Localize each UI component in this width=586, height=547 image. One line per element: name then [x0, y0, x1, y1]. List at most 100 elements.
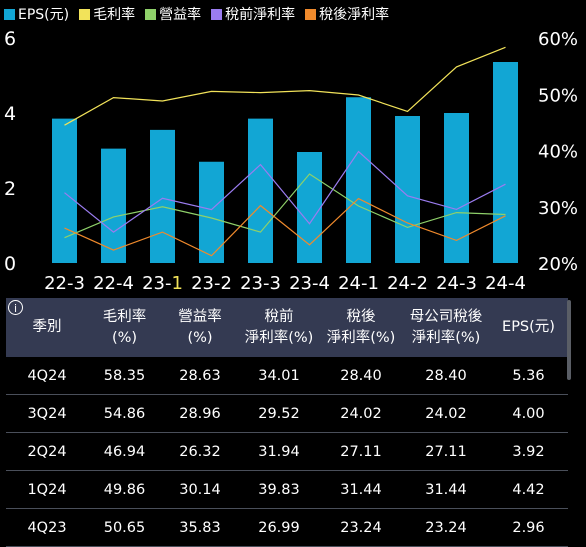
legend-swatch-icon — [79, 8, 91, 20]
cell-pretax-margin: 29.52 — [258, 405, 300, 422]
legend-label: 稅前淨利率 — [225, 7, 296, 23]
x-tick-label: 22-4 — [93, 273, 134, 294]
cell-quarter: 3Q24 — [27, 405, 67, 422]
legend-swatch-icon — [4, 8, 15, 20]
cell-eps: 3.92 — [512, 443, 545, 460]
legend-item-aftertax-margin[interactable]: 稅後淨利率 — [305, 4, 389, 24]
legend-label: 稅後淨利率 — [319, 7, 390, 23]
cell-quarter: 4Q23 — [27, 519, 67, 536]
header-line2: 淨利率(%) — [326, 329, 396, 346]
cell-operating-margin: 28.96 — [179, 405, 221, 422]
table-scrollbar[interactable] — [567, 300, 571, 380]
cell-operating-margin: 35.83 — [179, 519, 221, 536]
legend-label: 毛利率 — [93, 7, 136, 23]
cell-aftertax-margin: 24.02 — [340, 405, 382, 422]
x-tick-label: 23-2 — [191, 273, 232, 294]
header-line1: EPS(元) — [502, 319, 555, 335]
cell-parent-aftertax-margin: 28.40 — [425, 367, 467, 384]
eps-bar — [150, 129, 175, 263]
header-operating-margin[interactable]: 營益率 (%) — [161, 298, 239, 357]
y-right-tick-label: 30% — [538, 198, 578, 219]
cell-eps: 4.42 — [512, 481, 545, 498]
cell-eps: 2.96 — [512, 519, 545, 536]
header-line1: 毛利率 — [102, 308, 147, 325]
x-tick-label: 23-4 — [289, 273, 330, 294]
chart-legend: EPS(元) 毛利率 營益率 稅前淨利率 稅後淨利率 — [4, 4, 399, 24]
header-line1: 稅前 — [264, 308, 294, 325]
cell-aftertax-margin: 27.11 — [340, 443, 382, 460]
y-right-tick-label: 50% — [538, 85, 578, 106]
x-tick-label: 24-2 — [387, 273, 428, 294]
header-quarter[interactable]: 季別 — [6, 298, 88, 357]
series-line — [64, 150, 506, 233]
cell-pretax-margin: 34.01 — [258, 367, 300, 384]
table-header: i 季別 毛利率 (%) 營益率 (%) 稅前 淨利率(%) 稅後 淨利率(%) 母公司… — [6, 298, 568, 357]
y-left-tick-label: 6 — [4, 28, 16, 50]
cell-eps: 4.00 — [512, 405, 545, 422]
cell-parent-aftertax-margin: 24.02 — [425, 405, 467, 422]
eps-bar — [101, 148, 126, 263]
legend-item-gross-margin[interactable]: 毛利率 — [79, 4, 135, 24]
series-line — [64, 173, 506, 239]
legend-item-pretax-margin[interactable]: 稅前淨利率 — [211, 4, 295, 24]
cell-quarter: 4Q24 — [27, 367, 67, 384]
legend-swatch-icon — [305, 8, 317, 20]
header-eps[interactable]: EPS(元) — [489, 298, 568, 357]
legend-swatch-icon — [211, 8, 223, 20]
cell-eps: 5.36 — [512, 367, 545, 384]
eps-bar — [199, 161, 224, 263]
cell-gross-margin: 54.86 — [103, 405, 146, 422]
eps-bar — [493, 62, 518, 263]
cell-aftertax-margin: 31.44 — [340, 481, 382, 498]
header-aftertax-margin[interactable]: 稅後 淨利率(%) — [319, 298, 403, 357]
info-icon[interactable]: i — [8, 300, 23, 315]
eps-bar — [52, 118, 77, 263]
y-left-tick-label: 2 — [4, 178, 16, 200]
y-right-tick-label: 20% — [538, 254, 578, 275]
eps-bar — [395, 116, 420, 263]
header-line1: 母公司稅後 — [409, 308, 483, 325]
header-gross-margin[interactable]: 毛利率 (%) — [88, 298, 161, 357]
eps-bar — [346, 97, 371, 263]
cell-gross-margin: 58.35 — [103, 367, 146, 384]
cell-pretax-margin: 31.94 — [258, 443, 300, 460]
cell-quarter: 2Q24 — [27, 443, 67, 460]
table-row[interactable]: 1Q24 49.86 30.14 39.83 31.44 31.44 4.42 — [6, 471, 568, 509]
cell-aftertax-margin: 23.24 — [340, 519, 382, 536]
legend-item-operating-margin[interactable]: 營益率 — [145, 4, 201, 24]
cell-parent-aftertax-margin: 27.11 — [425, 443, 467, 460]
legend-swatch-icon — [145, 8, 157, 20]
cell-operating-margin: 28.63 — [179, 367, 221, 384]
series-line — [64, 197, 506, 257]
header-line2: 淨利率(%) — [411, 329, 481, 346]
y-right-tick-label: 60% — [538, 29, 578, 50]
cell-parent-aftertax-margin: 31.44 — [425, 481, 467, 498]
header-line2: (%) — [187, 329, 213, 346]
eps-margin-chart: 0 2 4 6 20% 30% 40% 50% 60% 22-3 22-4 23-1 23-2 23-3 2… — [4, 28, 578, 294]
cell-aftertax-margin: 28.40 — [340, 367, 382, 384]
cell-quarter: 1Q24 — [27, 481, 67, 498]
header-parent-aftertax-margin[interactable]: 母公司稅後淨利率(%) — [403, 298, 489, 357]
x-tick-label: 22-3 — [44, 273, 85, 294]
legend-item-eps[interactable]: EPS(元) — [4, 4, 69, 24]
y-right-tick-label: 40% — [538, 142, 578, 163]
x-tick-label: 23-3 — [240, 273, 281, 294]
cell-parent-aftertax-margin: 23.24 — [425, 519, 467, 536]
header-pretax-margin[interactable]: 稅前 淨利率(%) — [239, 298, 319, 357]
y-left-tick-label: 0 — [4, 253, 16, 275]
cell-pretax-margin: 39.83 — [258, 481, 300, 498]
cell-gross-margin: 50.65 — [103, 519, 146, 536]
header-line2: (%) — [111, 329, 138, 346]
x-tick-label: 24-1 — [338, 273, 379, 294]
legend-label: EPS(元) — [18, 7, 70, 23]
x-tick-label: 23-1 — [142, 273, 183, 294]
cell-gross-margin: 49.86 — [103, 481, 146, 498]
table-row[interactable]: 4Q24 58.35 28.63 34.01 28.40 28.40 5.36 — [6, 357, 568, 395]
table-row[interactable]: 3Q24 54.86 28.96 29.52 24.02 24.02 4.00 — [6, 395, 568, 433]
cell-gross-margin: 46.94 — [103, 443, 146, 460]
financial-table: i 季別 毛利率 (%) 營益率 (%) 稅前 淨利率(%) 稅後 淨利率(%) 母公司… — [6, 298, 568, 547]
cell-operating-margin: 30.14 — [179, 481, 221, 498]
table-row[interactable]: 4Q23 50.65 35.83 26.99 23.24 23.24 2.96 — [6, 509, 568, 547]
table-row[interactable]: 2Q24 46.94 26.32 31.94 27.11 27.11 3.92 — [6, 433, 568, 471]
header-line1: 季別 — [32, 319, 62, 335]
